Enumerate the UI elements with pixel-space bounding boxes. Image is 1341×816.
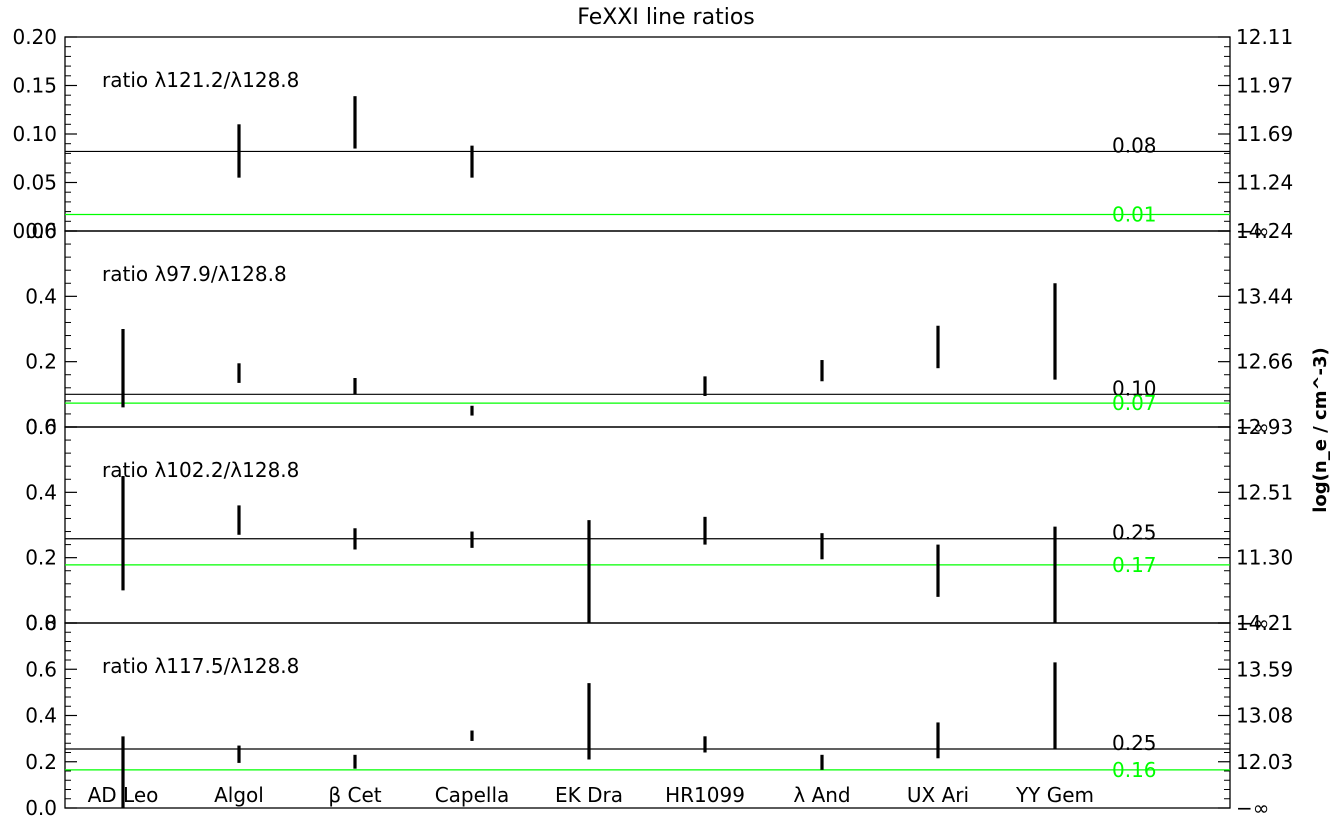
chart-title: FeXXI line ratios [577,5,755,30]
y-tick-label: 0.20 [12,25,57,49]
y-tick-label: 0.0 [25,415,57,439]
y-tick-label: 0.0 [25,611,57,635]
panels: 0.00 0.05 0.10 0.15 0.20 −∞ 11.24 11.69 11.97 12.… [12,25,1293,816]
y-tick-label: 0.6 [25,219,57,243]
category-label: Algol [214,783,264,807]
right-tick-label: 14.21 [1236,611,1293,635]
right-axis-title: log(n_e / cm^-3) [1310,347,1331,513]
y-tick-label: 0.0 [25,796,57,816]
reference-label-black: 0.08 [1112,133,1157,157]
panel-3: 0.0 0.2 0.4 0.6 −∞ 11.30 12.51 12.93 ratio λ102.… [25,415,1293,635]
y-tick-label: 0.4 [25,704,57,728]
y-tick-label: 0.15 [12,74,57,98]
y-tick-label: 0.6 [25,415,57,439]
right-tick-label: 11.97 [1236,74,1293,98]
reference-label-green: 0.17 [1112,553,1157,577]
category-label: Capella [435,783,510,807]
right-axis-title-text: log(n_e / cm^-3) [1310,347,1331,513]
panel-label: ratio λ102.2/λ128.8 [102,458,299,482]
panel-label: ratio λ117.5/λ128.8 [102,654,299,678]
category-label: UX Ari [907,783,969,807]
y-tick-label: 0.4 [25,284,57,308]
panel-4: 0.0 0.2 0.4 0.6 0.8 −∞ 12.03 13.08 13.59 14.21 rat… [25,611,1293,816]
panel-label: ratio λ121.2/λ128.8 [102,68,299,92]
panel-1: 0.00 0.05 0.10 0.15 0.20 −∞ 11.24 11.69 11.97 12.… [12,25,1293,243]
y-tick-label: 0.2 [25,546,57,570]
reference-label-green: 0.01 [1112,203,1157,227]
right-tick-label: −∞ [1236,415,1269,439]
y-tick-label: 0.8 [25,611,57,635]
category-label: AD Leo [88,783,159,807]
right-tick-label: 12.03 [1236,750,1293,774]
y-tick-label: 0.2 [25,750,57,774]
reference-label-black: 0.25 [1112,521,1157,545]
y-tick-label: 0.10 [12,122,57,146]
category-label: HR1099 [665,783,745,807]
category-label: EK Dra [555,783,623,807]
y-tick-label: 0.05 [12,171,57,195]
reference-label-green: 0.16 [1112,758,1157,782]
right-tick-label: 11.30 [1236,546,1293,570]
right-tick-label: 13.44 [1236,284,1293,308]
right-tick-label: 12.51 [1236,480,1293,504]
right-tick-label: 11.24 [1236,171,1293,195]
y-tick-label: 0.2 [25,350,57,374]
y-tick-label: 0.00 [12,219,57,243]
category-label: λ And [793,783,850,807]
right-tick-label: 13.08 [1236,704,1293,728]
panel-2: 0.0 0.2 0.4 0.6 −∞ 12.66 13.44 14.24 ratio λ97.9… [25,219,1293,439]
category-label: β Cet [328,783,381,807]
right-tick-label: −∞ [1236,796,1269,816]
reference-label-black: 0.25 [1112,731,1157,755]
right-tick-label: 12.11 [1236,25,1293,49]
right-tick-label: 11.69 [1236,122,1293,146]
reference-label-green: 0.07 [1112,391,1157,415]
y-tick-label: 0.4 [25,480,57,504]
y-tick-label: 0.6 [25,657,57,681]
right-tick-label: 14.24 [1236,219,1293,243]
right-tick-label: 12.93 [1236,415,1293,439]
right-tick-label: 13.59 [1236,657,1293,681]
panel-label: ratio λ97.9/λ128.8 [102,262,287,286]
category-label: YY Gem [1015,783,1094,807]
right-tick-label: −∞ [1236,219,1269,243]
right-tick-label: 12.66 [1236,350,1293,374]
right-tick-label: −∞ [1236,611,1269,635]
reference-label-black: 0.10 [1112,376,1157,400]
